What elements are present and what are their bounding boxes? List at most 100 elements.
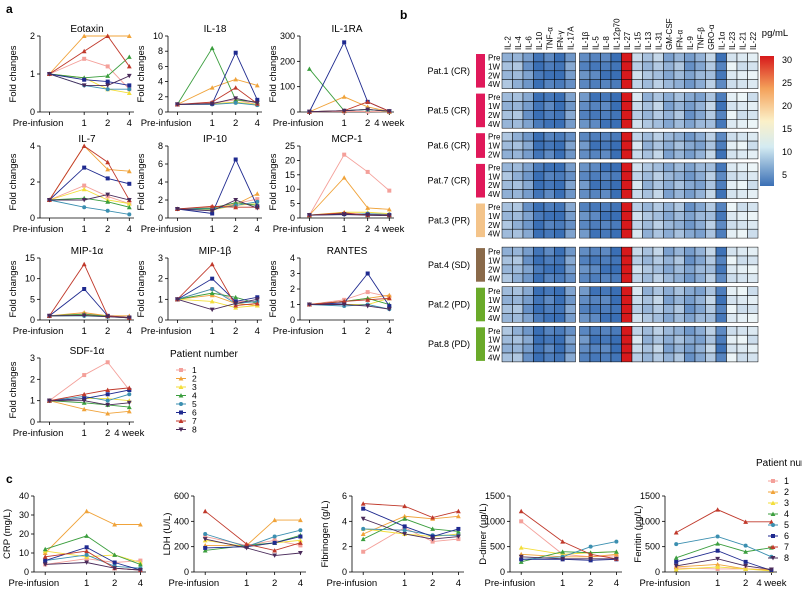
x-tick-label: 4 week	[374, 118, 404, 129]
heatmap-cell	[610, 326, 622, 336]
series-7-line	[675, 509, 772, 533]
series-6-point	[210, 276, 215, 281]
heatmap-cell	[501, 140, 513, 151]
y-tick-label: 3	[290, 269, 295, 279]
series-8-point	[126, 198, 132, 203]
series-1-point	[365, 290, 370, 295]
heatmap-cell	[726, 352, 738, 363]
series-1-point	[365, 169, 370, 174]
heatmap-cell	[589, 286, 601, 296]
heatmap-cell	[684, 110, 696, 120]
series-6-point	[82, 77, 87, 82]
heatmap-cell	[579, 140, 591, 151]
heatmap-cell	[747, 246, 759, 257]
heatmap-cell	[610, 334, 622, 345]
heatmap-cell	[642, 131, 654, 142]
heatmap-cell	[543, 70, 555, 80]
series-1-point	[105, 64, 110, 69]
x-tick-label: 4	[298, 578, 303, 589]
heatmap-cell	[715, 189, 727, 199]
heatmap-cell	[663, 140, 675, 151]
heatmap-cell	[610, 52, 622, 63]
heatmap-cell	[694, 79, 706, 89]
heatmap-cell	[715, 326, 727, 336]
x-tick-label: 4	[127, 118, 132, 129]
series-4-point	[715, 541, 721, 546]
heatmap-cell	[663, 162, 675, 173]
row-label: 1W	[488, 257, 500, 266]
heatmap-cell	[501, 228, 513, 239]
series-8-point	[81, 398, 87, 404]
heatmap-cell	[501, 61, 513, 72]
heatmap-cell	[533, 101, 545, 111]
series-7-line	[177, 205, 258, 210]
series-6-point	[519, 557, 524, 562]
heatmap-cell	[694, 61, 706, 72]
heatmap-cell	[610, 140, 622, 151]
series-6-point	[402, 524, 407, 529]
series-8-point	[307, 109, 312, 115]
series-4-point	[209, 45, 215, 51]
series-5-point	[298, 528, 303, 533]
legend-label: 1	[192, 365, 197, 375]
heatmap-column-label: IL-10	[535, 31, 544, 50]
series-6-point	[456, 526, 461, 531]
line-chart: IL-1RA 0 100 200 300 Pre-infusion 1 2 4 week Fold…	[268, 24, 405, 129]
series-8-point	[209, 208, 215, 214]
series-1-line	[49, 58, 130, 90]
heatmap-cell	[715, 140, 727, 151]
series-6-line	[309, 272, 390, 307]
x-tick-label: 2	[365, 118, 370, 129]
series-4-point	[209, 290, 215, 296]
heatmap-cell	[543, 326, 555, 336]
heatmap-cell	[522, 110, 534, 120]
chart-title: IP-10	[203, 134, 227, 145]
heatmap-cell	[663, 61, 675, 72]
series-4-line	[521, 551, 617, 563]
heatmap-cell	[522, 220, 534, 230]
heatmap-cell	[652, 343, 664, 354]
heatmap-cell	[512, 162, 524, 173]
y-tick-label: 6	[158, 159, 163, 169]
x-tick-label: Pre-infusion	[484, 578, 535, 589]
heatmap-cell	[543, 171, 555, 181]
heatmap-cell	[621, 110, 633, 120]
heatmap-cell	[554, 343, 566, 354]
heatmap-cell	[747, 131, 759, 142]
group-label: Pat.5 (CR)	[427, 105, 470, 115]
heatmap-cell	[663, 149, 675, 160]
heatmap-cell	[512, 92, 524, 102]
heatmap-column-label: IL-6	[524, 36, 533, 50]
heatmap-cell	[554, 220, 566, 230]
chart-title: MIP-1α	[71, 246, 104, 257]
heatmap-cell	[554, 246, 566, 257]
heatmap-cell	[543, 202, 555, 212]
heatmap-cell	[715, 286, 727, 296]
heatmap-cell	[631, 180, 643, 190]
x-tick-label: 4 week	[756, 578, 786, 589]
series-4-point	[42, 546, 48, 552]
heatmap-cell	[621, 52, 633, 63]
heatmap-cell	[564, 189, 576, 199]
legend-marker	[771, 534, 775, 538]
heatmap-cell	[726, 273, 738, 283]
heatmap-cell	[579, 352, 591, 363]
heatmap-cell	[642, 220, 654, 230]
legend-marker	[770, 544, 776, 549]
heatmap-cell	[705, 162, 717, 173]
row-label: 2W	[488, 71, 500, 80]
heatmap-cell	[543, 79, 555, 89]
heatmap-cell	[533, 180, 545, 190]
heatmap-cell	[684, 313, 696, 323]
heatmap-cell	[564, 202, 576, 212]
series-5-point	[233, 100, 238, 105]
heatmap-cell	[694, 286, 706, 296]
heatmap-cell	[564, 110, 576, 120]
series-8-point	[254, 206, 260, 211]
series-6-point	[105, 79, 110, 84]
x-tick-label: 2	[365, 224, 370, 235]
series-4-point	[105, 73, 111, 78]
heatmap-cell	[600, 61, 612, 72]
heatmap-cell	[736, 171, 748, 181]
series-6-point	[82, 396, 87, 401]
